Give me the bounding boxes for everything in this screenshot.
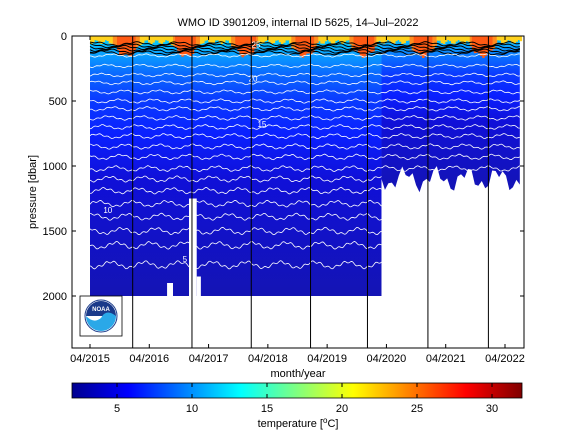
y-tick-label: 1000	[43, 161, 67, 173]
x-tick-label: 04/2018	[248, 353, 288, 365]
contour-label: 25	[252, 41, 261, 50]
y-tick-label: 2000	[43, 291, 67, 303]
isotherm-line	[89, 80, 520, 86]
isotherm-line	[89, 165, 521, 173]
isotherm-line	[89, 240, 382, 250]
x-axis: 04/2015 04/2016 04/2017 04/2018 04/2019 04/20…	[70, 36, 525, 365]
contour-label: 10	[103, 206, 112, 215]
y-axis-label: pressure [dbar]	[27, 155, 39, 229]
isotherm-line	[89, 63, 521, 69]
isotherm-contours	[89, 53, 521, 270]
colorbar-tick-label: 20	[336, 403, 348, 415]
colorbar-ticks: 5 10 15 20 25 30	[114, 383, 498, 415]
isotherm-line	[89, 175, 382, 183]
y-tick-label: 500	[49, 96, 67, 108]
field-shallow-profiles	[381, 36, 520, 193]
colorbar-tick-label: 10	[186, 403, 198, 415]
x-tick-label: 04/2017	[189, 353, 229, 365]
isotherm-line	[89, 226, 382, 236]
y-tick-label: 0	[61, 31, 67, 43]
isotherm-line	[89, 53, 520, 58]
isotherm-line	[89, 260, 382, 270]
data-gap	[196, 276, 201, 298]
x-tick-label: 04/2020	[367, 353, 407, 365]
isotherm-line	[89, 133, 520, 140]
y-axis: 0 500 1000 1500 2000	[43, 31, 524, 303]
isotherm-line	[89, 106, 520, 112]
x-tick-label: 04/2016	[129, 353, 169, 365]
plot-frame	[71, 35, 525, 349]
y-tick-label: 1500	[43, 226, 67, 238]
data-gap	[167, 283, 173, 298]
isotherm-line	[89, 98, 521, 104]
colorbar-label: temperature [oC]	[258, 416, 339, 430]
isotherm-line	[89, 89, 520, 95]
thermocline-band	[89, 41, 521, 56]
data-gap	[189, 198, 197, 298]
field-deep-profiles	[90, 36, 382, 296]
contour-labels: 25 20 15 10 5	[103, 41, 267, 265]
isotherm-line	[89, 124, 520, 130]
isotherm-line	[89, 72, 520, 78]
colorbar-tick-label: 30	[486, 403, 498, 415]
x-axis-label: month/year	[270, 368, 325, 380]
x-tick-label: 04/2015	[70, 353, 110, 365]
year-lines	[132, 36, 489, 348]
colorbar	[71, 382, 523, 399]
plot-area: 25 20 15 10 5	[89, 36, 523, 348]
noaa-logo-text: NOAA	[92, 307, 110, 313]
contour-label: 5	[183, 255, 188, 264]
colorbar-tick-label: 15	[261, 403, 273, 415]
colorbar-tick-label: 5	[114, 403, 120, 415]
chart-title: WMO ID 3901209, internal ID 5625, 14–Jul…	[178, 17, 419, 29]
contour-label: 15	[257, 120, 266, 129]
noaa-logo: NOAA	[79, 295, 123, 337]
x-tick-label: 04/2019	[307, 353, 347, 365]
isotherm-line	[89, 212, 382, 221]
isotherm-line	[89, 153, 520, 161]
isotherm-line	[89, 199, 382, 208]
x-tick-label: 04/2022	[485, 353, 525, 365]
isotherm-line	[89, 143, 520, 150]
isotherm-line	[89, 115, 521, 121]
contour-label: 20	[249, 75, 258, 84]
x-tick-label: 04/2021	[426, 353, 466, 365]
colorbar-tick-label: 25	[411, 403, 423, 415]
isotherm-line	[89, 187, 382, 195]
